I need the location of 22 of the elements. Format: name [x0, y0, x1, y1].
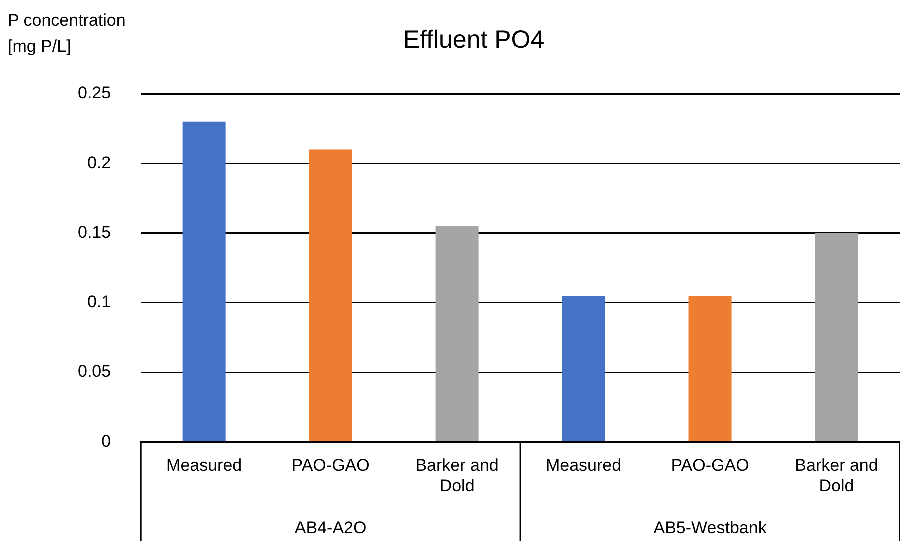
bar: [309, 150, 352, 442]
y-tick-label: 0.05: [78, 362, 112, 382]
y-tick-label: 0.1: [87, 292, 112, 312]
x-tick-label: PAO-GAO: [671, 456, 750, 476]
y-axis-title: P concentration [mg P/L]: [8, 10, 127, 58]
bar: [436, 226, 479, 442]
x-tick-label: Measured: [546, 456, 622, 476]
y-tick-label: 0: [102, 432, 112, 451]
bar: [688, 296, 732, 442]
y-tick-label: 0.25: [78, 84, 112, 103]
bar: [182, 122, 226, 442]
text: AB5-Westbank: [654, 518, 768, 538]
chart-title: Effluent PO4: [403, 26, 545, 54]
text: AB4-A2O: [294, 518, 367, 538]
x-tick-label: Measured: [166, 456, 242, 476]
bar: [562, 296, 606, 442]
bar: [815, 233, 858, 442]
x-tick-label: Barker and Dold: [795, 456, 878, 496]
x-tick-label: Barker and Dold: [416, 456, 499, 496]
x-tick-label: PAO-GAO: [292, 456, 370, 476]
y-tick-label: 0.2: [87, 153, 112, 172]
y-tick-label: 0.15: [78, 222, 112, 242]
